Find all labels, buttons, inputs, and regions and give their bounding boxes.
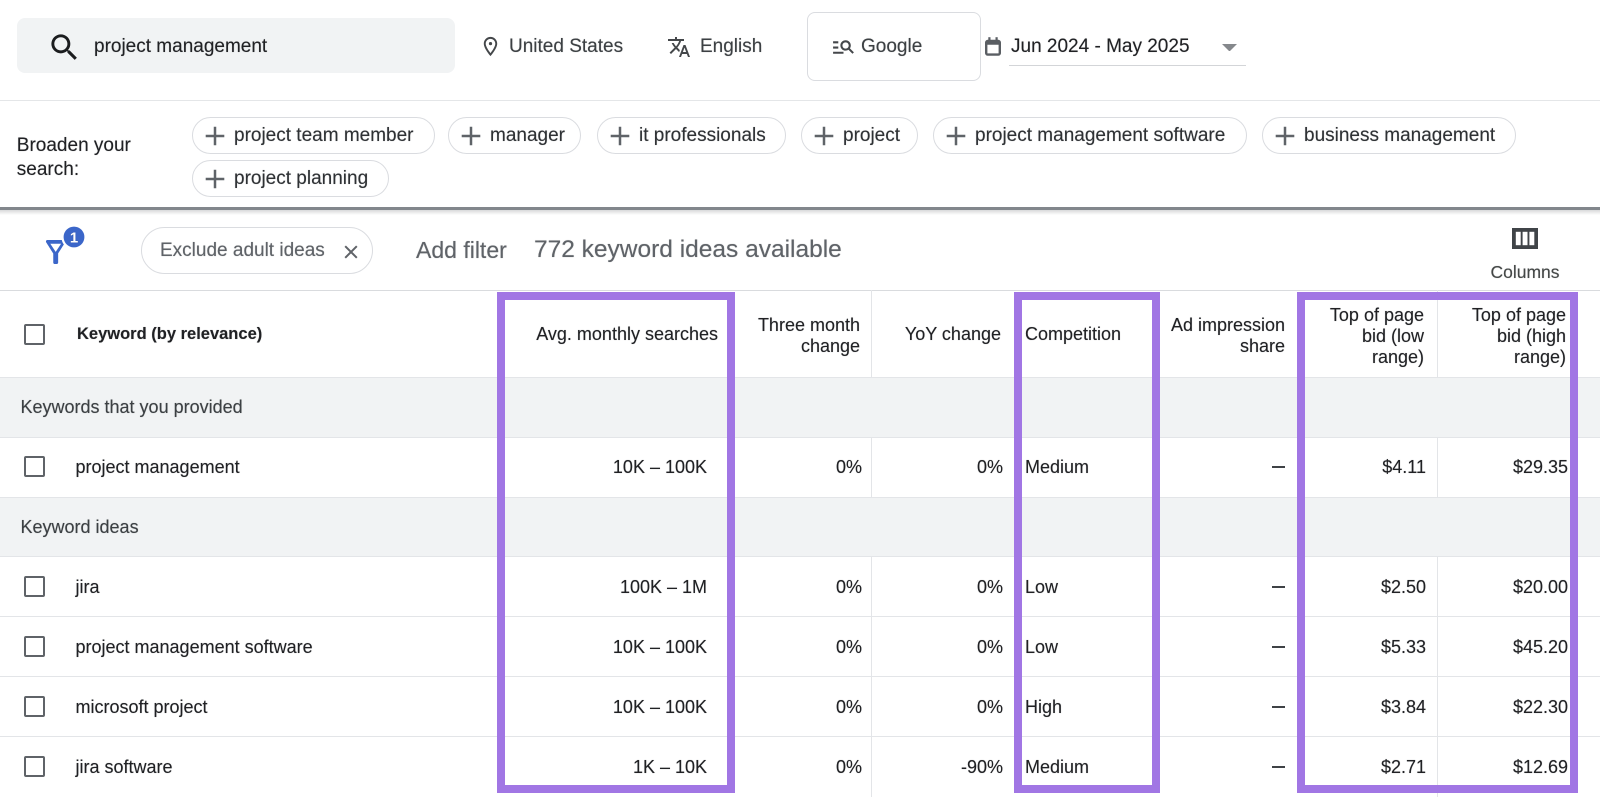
svg-text:1: 1 [70,229,78,246]
